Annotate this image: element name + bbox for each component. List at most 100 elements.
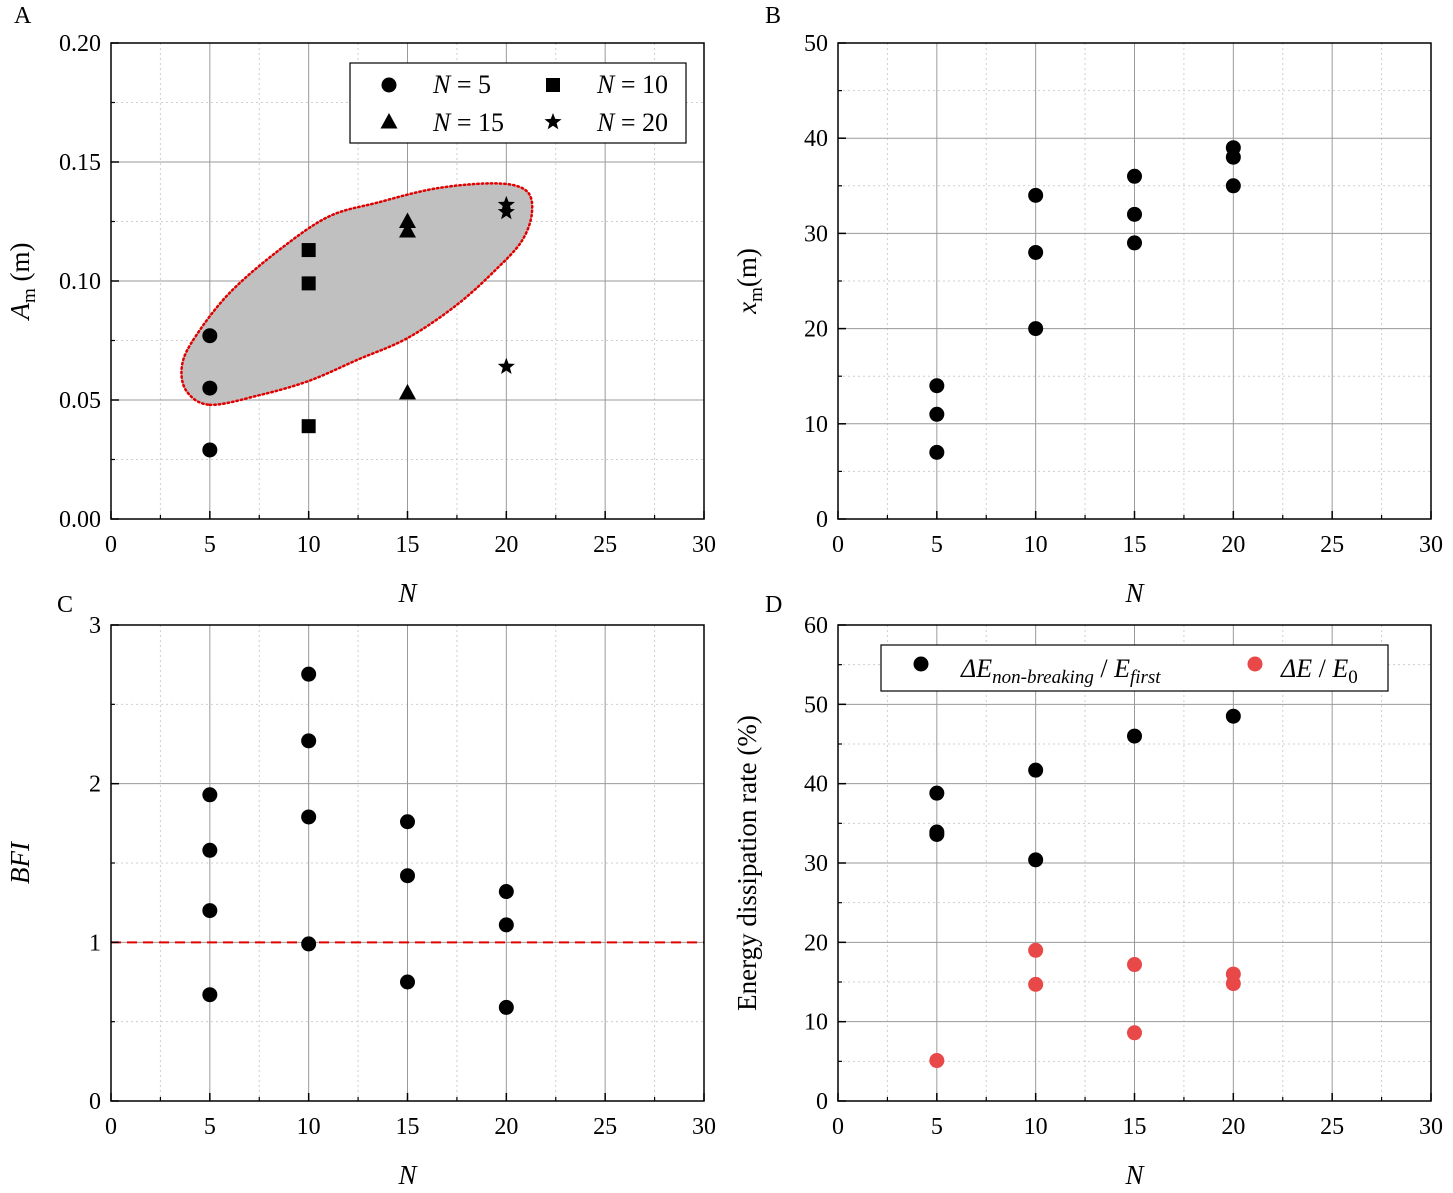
y-axis-label: Energy dissipation rate (%) xyxy=(732,715,762,1011)
data-point xyxy=(929,406,945,422)
x-tick-label: 20 xyxy=(494,1114,518,1140)
data-point xyxy=(301,666,317,682)
legend-marker xyxy=(380,113,398,129)
legend-label: N = 20 xyxy=(596,108,668,137)
x-tick-label: 30 xyxy=(692,1114,716,1140)
data-point xyxy=(1028,321,1044,337)
data-point xyxy=(399,383,416,400)
data-point xyxy=(1225,149,1241,165)
x-tick-label: 5 xyxy=(204,1114,216,1140)
series xyxy=(202,328,218,458)
data-point xyxy=(202,380,218,396)
x-tick-label: 20 xyxy=(1221,1114,1245,1140)
y-tick-label: 50 xyxy=(804,31,828,57)
data-point xyxy=(301,276,316,291)
grid xyxy=(837,42,1432,520)
x-tick-label: 5 xyxy=(931,1114,943,1140)
y-tick-label: 0.10 xyxy=(59,269,101,295)
panel-D: D 0 5 10 15 20 25 30 0 10 20 30 40 50 60 N Energy dissip… xyxy=(732,592,1443,1190)
legend-marker xyxy=(544,113,562,130)
y-tick-label: 0 xyxy=(816,507,828,533)
panel-label: A xyxy=(14,3,32,29)
series xyxy=(929,140,1241,460)
x-tick-label: 0 xyxy=(832,1114,844,1140)
y-tick-label: 40 xyxy=(804,126,828,152)
panel-C: C 0 5 10 15 20 25 30 0 1 2 3 N BFI xyxy=(5,592,716,1190)
data-point xyxy=(400,974,415,990)
data-point xyxy=(497,357,515,374)
data-point xyxy=(929,785,945,801)
x-tick-label: 25 xyxy=(593,532,617,558)
y-tick-label: 20 xyxy=(804,930,828,956)
data-point xyxy=(498,884,514,900)
data-point xyxy=(202,987,218,1003)
legend-label: ΔE / E0 xyxy=(1280,654,1358,688)
legend: ΔEnon-breaking / Efirst ΔE / E0 xyxy=(880,644,1389,692)
y-tick-label: 0 xyxy=(816,1089,828,1115)
data-point xyxy=(498,999,514,1015)
y-tick-label: 2 xyxy=(89,772,101,798)
x-tick-label: 15 xyxy=(1123,532,1147,558)
legend-box xyxy=(349,62,687,144)
y-tick-label: 0.00 xyxy=(59,507,101,533)
x-tick-label: 10 xyxy=(1024,532,1048,558)
series xyxy=(399,212,416,400)
x-tick-label: 20 xyxy=(494,532,518,558)
legend-marker xyxy=(546,78,560,92)
legend-box xyxy=(880,644,1389,692)
series xyxy=(929,708,1241,868)
data-point xyxy=(497,202,515,220)
x-tick-label: 20 xyxy=(1221,532,1245,558)
ticks xyxy=(110,624,705,1102)
data-point xyxy=(1127,728,1142,744)
ticks xyxy=(110,42,705,520)
panel-B: B 0 5 10 15 20 25 30 0 10 20 30 40 50 Nxm(m) xyxy=(732,3,1443,608)
x-axis-label: N xyxy=(1124,578,1145,608)
data-point xyxy=(1127,235,1142,251)
x-tick-label: 0 xyxy=(832,532,844,558)
data-point xyxy=(929,826,945,842)
legend-marker xyxy=(381,77,397,93)
data-point xyxy=(1028,852,1044,868)
y-tick-label: 30 xyxy=(804,851,828,877)
data-point xyxy=(301,419,316,434)
x-tick-label: 25 xyxy=(1320,1114,1344,1140)
x-tick-label: 0 xyxy=(105,1114,117,1140)
legend-label: N = 10 xyxy=(596,70,668,99)
x-tick-label: 30 xyxy=(1419,1114,1443,1140)
y-tick-label: 3 xyxy=(89,613,101,639)
y-tick-label: 0.20 xyxy=(59,31,101,57)
y-tick-label: 30 xyxy=(804,221,828,247)
legend-label: N = 5 xyxy=(432,70,491,99)
data-point xyxy=(301,733,317,749)
data-point xyxy=(1028,244,1044,260)
data-point xyxy=(1127,957,1142,973)
data-point xyxy=(929,378,945,394)
x-tick-label: 5 xyxy=(204,532,216,558)
panel-label: B xyxy=(765,3,781,29)
x-tick-label: 15 xyxy=(396,532,420,558)
y-axis-label: Am (m) xyxy=(5,242,40,321)
data-point xyxy=(929,1053,945,1069)
x-tick-label: 30 xyxy=(692,532,716,558)
y-tick-label: 0.15 xyxy=(59,150,101,176)
shaded-region xyxy=(180,182,534,407)
y-tick-label: 10 xyxy=(804,1010,828,1036)
data-point xyxy=(1028,187,1044,203)
x-axis-label: N xyxy=(397,1160,418,1190)
ticks xyxy=(837,624,1432,1102)
data-point xyxy=(301,243,316,258)
x-tick-label: 30 xyxy=(1419,532,1443,558)
data-point xyxy=(301,936,317,952)
x-tick-label: 15 xyxy=(396,1114,420,1140)
x-tick-label: 10 xyxy=(1024,1114,1048,1140)
x-tick-label: 5 xyxy=(931,532,943,558)
data-point xyxy=(202,787,218,803)
data-point xyxy=(1225,708,1241,724)
legend-label: ΔEnon-breaking / Efirst xyxy=(960,654,1161,688)
grid xyxy=(110,624,705,1102)
series xyxy=(202,666,514,1015)
y-axis-label: xm(m) xyxy=(732,248,767,315)
series xyxy=(497,195,515,374)
